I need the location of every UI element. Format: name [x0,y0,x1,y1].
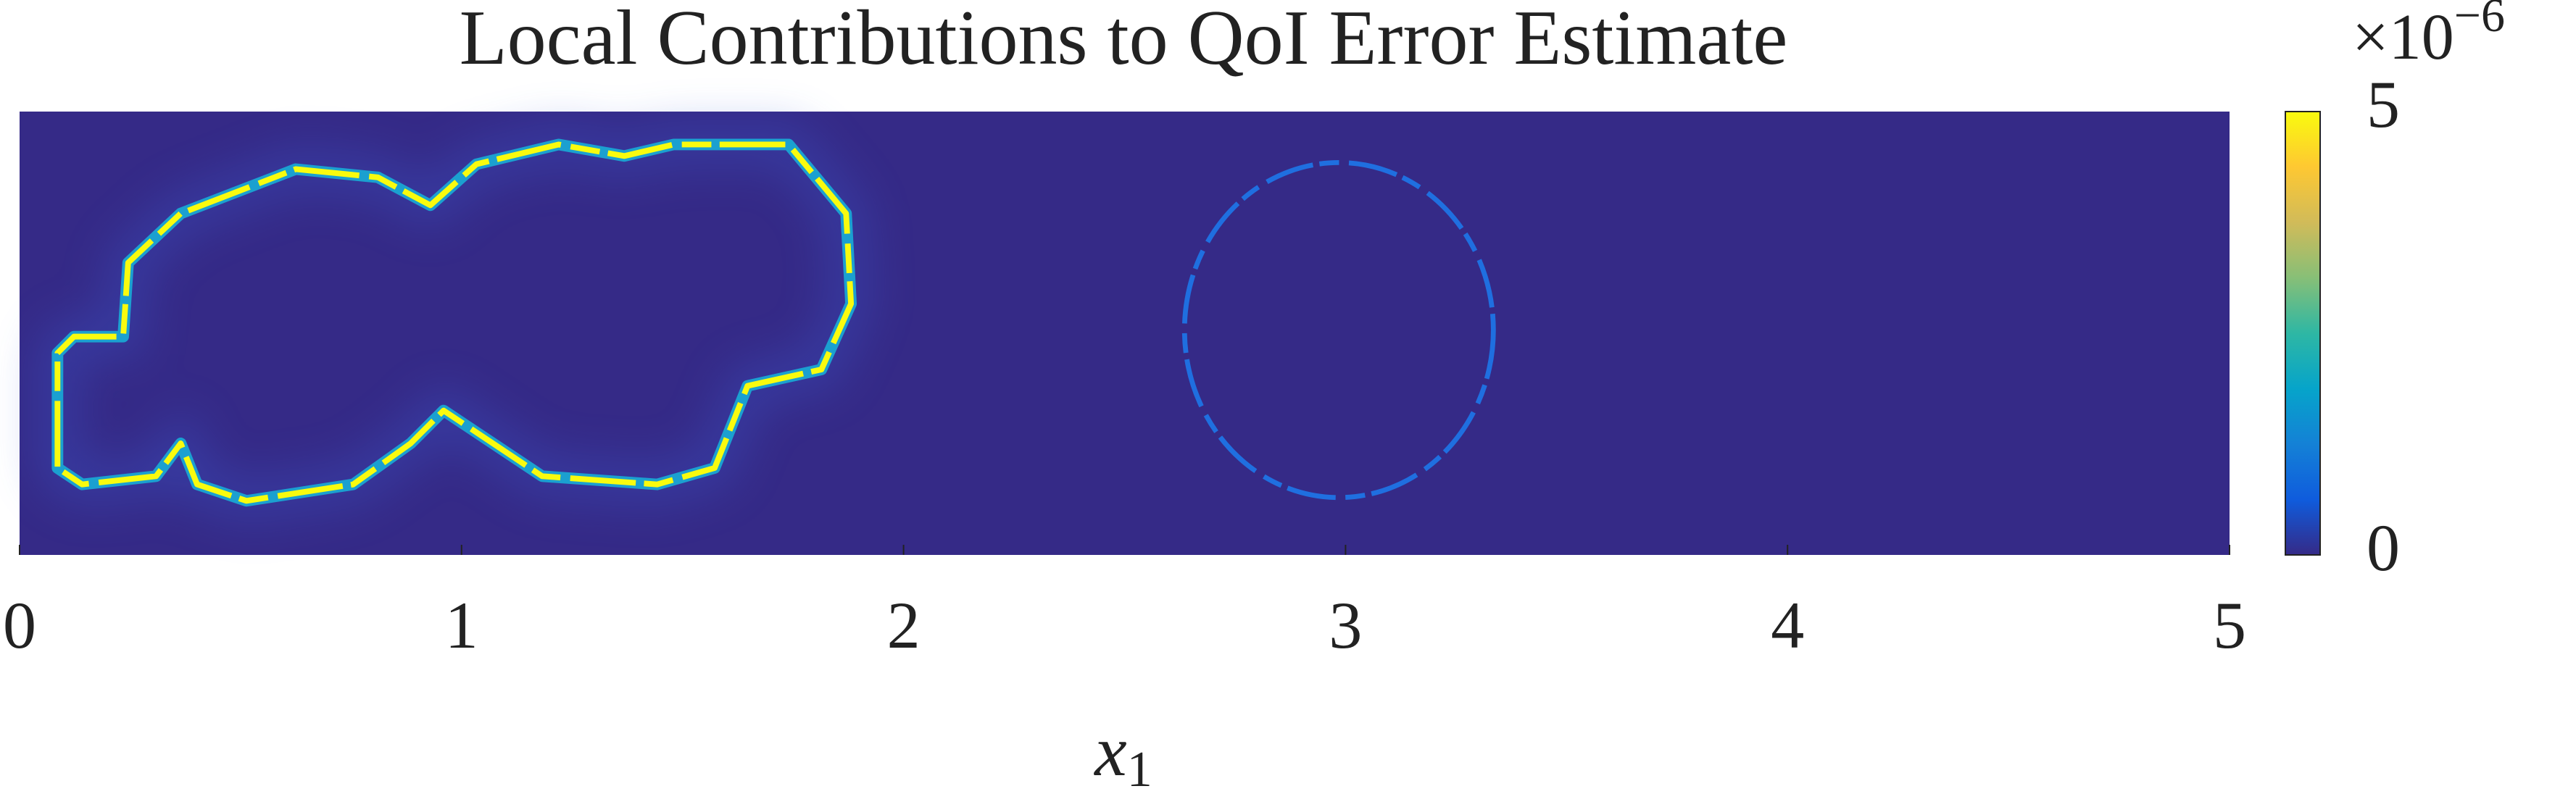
xlabel: x [1093,711,1126,791]
x-tick-label: 1 [445,588,478,662]
xlabel-subscript: 1 [1127,742,1152,794]
x-tick-label: 0 [3,588,36,662]
multiplier: ×10 [2352,1,2454,73]
colorbar-tick-label: 0 [2367,511,2400,585]
colorbar [2285,111,2321,556]
field-features [39,126,1496,519]
x-axis-label: x1 [1093,711,1152,794]
x-tick-label: 5 [2213,588,2246,662]
circle-boundary [1181,159,1496,501]
boundary-hot [54,141,855,504]
x-tick-label: 3 [1329,588,1362,662]
x-tick-label: 2 [887,588,921,662]
exponent: −6 [2454,0,2505,42]
colorbar-tick-label: 5 [2367,67,2400,141]
colorbar-multiplier: ×10−6 [2352,0,2505,73]
chart-title: Local Contributions to QoI Error Estimat… [460,0,1788,81]
x-tick-label: 4 [1771,588,1804,662]
